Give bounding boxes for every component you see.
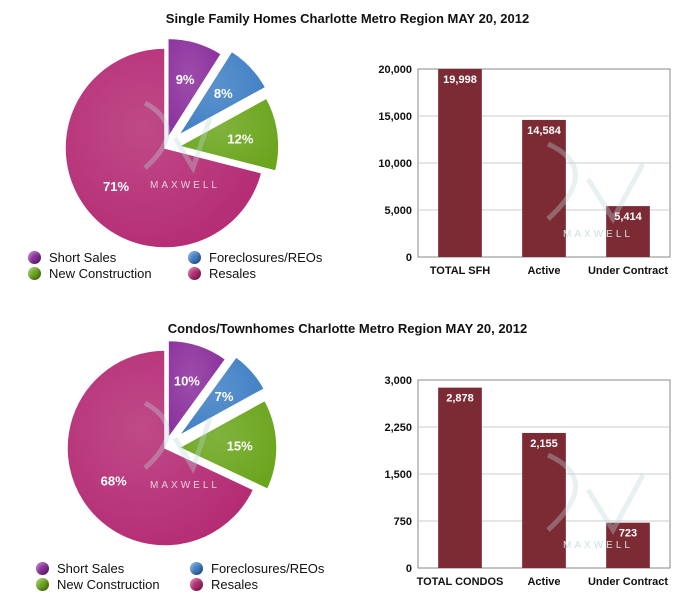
bar — [606, 206, 650, 257]
y-tick-label: 10,000 — [378, 158, 412, 170]
x-tick-label: Under Contract — [588, 265, 668, 277]
bar-chart-sfh: 0 5,000 10,000 15,000 20,000 19,998 TOTAL SFH 1… — [378, 64, 671, 277]
pie-slice-new-construction — [176, 97, 280, 173]
legend-label-new-construction: New Construction — [57, 577, 160, 592]
x-tick-label: Active — [527, 265, 560, 277]
x-tick-label: Under Contract — [588, 576, 668, 588]
x-tick-label: TOTAL CONDOS — [417, 576, 504, 588]
legend-swatch-foreclosures — [190, 562, 203, 575]
watermark-logo — [546, 452, 646, 535]
x-tick-label: TOTAL SFH — [430, 265, 491, 277]
y-tick-label: 15,000 — [378, 111, 412, 123]
legend-label-foreclosures: Foreclosures/REOs — [209, 250, 323, 265]
bar-chart-condos: 0 750 1,500 2,250 3,000 2,878 TOTAL CONDOS 2,15… — [384, 375, 671, 588]
legend-item-short-sales: Short Sales — [28, 250, 116, 265]
pie-label-short-sales: 9% — [176, 72, 195, 87]
legend-item-new-construction: New Construction — [36, 577, 160, 592]
legend-item-foreclosures: Foreclosures/REOs — [190, 561, 324, 576]
bar — [606, 522, 650, 568]
legend-item-short-sales: Short Sales — [36, 561, 124, 576]
pie-slice-resales — [64, 47, 263, 249]
y-tick-label: 20,000 — [378, 64, 412, 76]
y-tick-label: 5,000 — [384, 205, 412, 217]
pie-label-resales: 71% — [103, 179, 129, 194]
legend-item-resales: Resales — [190, 577, 258, 592]
watermark-logo — [143, 100, 213, 174]
pie-label-foreclosures: 8% — [214, 86, 233, 101]
bar-value-label: 2,155 — [530, 438, 558, 450]
bar-value-label: 14,584 — [527, 125, 562, 137]
legend-swatch-new-construction — [36, 578, 49, 591]
watermark-logo — [546, 141, 646, 224]
legend-label-foreclosures: Foreclosures/REOs — [211, 561, 325, 576]
pie-slice-resales — [66, 349, 255, 547]
pie-slice-foreclosures — [177, 50, 267, 137]
x-tick-label: Active — [527, 576, 560, 588]
legend-swatch-new-construction — [28, 267, 41, 280]
legend-swatch-short-sales — [36, 562, 49, 575]
y-tick-label: 750 — [394, 516, 412, 528]
bar-value-label: 723 — [619, 528, 637, 540]
bar-value-label: 5,414 — [614, 211, 642, 223]
legend-label-new-construction: New Construction — [49, 266, 152, 281]
bar — [438, 387, 482, 568]
y-tick-label: 2,250 — [384, 422, 412, 434]
chart-title-condos: Condos/Townhomes Charlotte Metro Region … — [167, 321, 528, 336]
legend-item-resales: Resales — [188, 266, 256, 281]
legend-label-short-sales: Short Sales — [49, 250, 117, 265]
pie-label-new-construction: 12% — [227, 131, 253, 146]
y-tick-label: 1,500 — [384, 469, 412, 481]
watermark-text: MAXWELL — [563, 540, 633, 551]
pie-chart-condos: 10% 7% 15% 68% MAXWELL — [66, 340, 278, 547]
pie-label-short-sales: 10% — [174, 374, 200, 389]
legend-swatch-foreclosures — [188, 251, 201, 264]
pie-slice-new-construction — [177, 399, 278, 491]
watermark-text: MAXWELL — [150, 180, 220, 191]
legend-label-resales: Resales — [209, 266, 256, 281]
y-tick-label: 0 — [406, 563, 412, 575]
pie-label-new-construction: 15% — [227, 439, 253, 454]
legend-swatch-short-sales — [28, 251, 41, 264]
bar — [522, 119, 566, 257]
legend-item-new-construction: New Construction — [28, 266, 152, 281]
y-tick-label: 3,000 — [384, 375, 412, 387]
pie-label-foreclosures: 7% — [215, 389, 234, 404]
legend-item-foreclosures: Foreclosures/REOs — [188, 250, 322, 265]
watermark-text: MAXWELL — [563, 229, 633, 240]
y-tick-label: 0 — [406, 252, 412, 264]
pie-label-resales: 68% — [101, 474, 127, 489]
legend-swatch-resales — [188, 267, 201, 280]
bar-value-label: 19,998 — [443, 74, 477, 86]
legend-swatch-resales — [190, 578, 203, 591]
bar — [438, 69, 482, 257]
pie-slice-short-sales — [167, 37, 223, 141]
bar-value-label: 2,878 — [446, 393, 474, 405]
watermark-text: MAXWELL — [150, 480, 220, 491]
legend-label-short-sales: Short Sales — [57, 561, 125, 576]
pie-slice-foreclosures — [177, 355, 266, 437]
legend-label-resales: Resales — [211, 577, 258, 592]
watermark-logo — [143, 400, 213, 474]
pie-slice-short-sales — [167, 340, 227, 441]
pie-chart-sfh: 9% 8% 12% 71% MAXWELL — [64, 37, 280, 249]
chart-title-sfh: Single Family Homes Charlotte Metro Regi… — [165, 11, 530, 26]
bar — [522, 432, 566, 568]
